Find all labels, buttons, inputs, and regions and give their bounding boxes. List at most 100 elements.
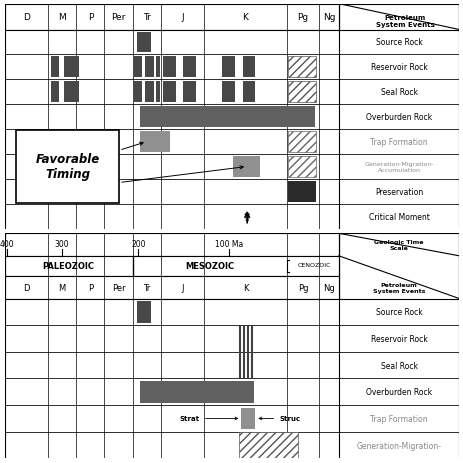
Bar (338, 405, 458, 432)
Bar (5, 105, 338, 130)
Text: MESOZOIC: MESOZOIC (185, 262, 234, 271)
Bar (5, 276, 338, 299)
Text: Ng: Ng (323, 283, 334, 292)
Text: Favorable
Timing: Favorable Timing (35, 153, 100, 181)
Bar (338, 5, 458, 229)
Text: Geologic Time
Scale: Geologic Time Scale (374, 240, 423, 250)
Text: Overburden Rock: Overburden Rock (365, 113, 431, 122)
Text: M: M (58, 13, 66, 22)
Bar (5, 204, 338, 229)
Bar (63, 57, 79, 78)
Bar (5, 234, 338, 256)
Bar (338, 379, 458, 405)
Text: Seal Rock: Seal Rock (380, 361, 417, 370)
Bar (163, 57, 176, 78)
Bar (5, 130, 338, 155)
Text: Preservation: Preservation (374, 188, 422, 196)
Bar (134, 57, 142, 78)
Bar (5, 5, 338, 31)
Bar (5, 31, 338, 55)
Text: Per: Per (111, 13, 125, 22)
Bar (338, 80, 458, 105)
Bar (163, 82, 176, 103)
Text: Strat: Strat (179, 415, 199, 421)
Bar (139, 381, 253, 403)
Bar (182, 57, 196, 78)
Bar (16, 131, 119, 204)
Bar (338, 155, 458, 180)
Text: Struc: Struc (279, 415, 300, 421)
Bar (182, 82, 196, 103)
Bar (338, 105, 458, 130)
Text: Ng: Ng (322, 13, 335, 22)
Bar (5, 155, 338, 180)
Text: Critical Moment: Critical Moment (368, 212, 429, 221)
Text: P: P (88, 13, 93, 22)
Bar (338, 204, 458, 229)
Text: ⇧: ⇧ (241, 210, 252, 223)
Bar (288, 181, 315, 202)
Bar (51, 57, 59, 78)
Text: M: M (58, 283, 66, 292)
Bar (5, 80, 338, 105)
Bar (243, 82, 254, 103)
Bar (338, 55, 458, 80)
Bar (338, 352, 458, 379)
Text: D: D (23, 283, 30, 292)
Bar (238, 432, 298, 458)
Bar (5, 180, 338, 204)
Bar (338, 31, 458, 55)
Bar (5, 352, 338, 379)
Text: Seal Rock: Seal Rock (380, 88, 417, 97)
Text: PALEOZOIC: PALEOZOIC (43, 262, 94, 271)
Bar (338, 130, 458, 155)
Bar (134, 82, 142, 103)
Bar (5, 234, 338, 458)
Text: Trap Formation: Trap Formation (369, 414, 427, 423)
Bar (51, 82, 59, 103)
Bar (288, 156, 315, 177)
Text: K: K (242, 283, 248, 292)
Text: Source Rock: Source Rock (375, 308, 422, 317)
Bar (233, 156, 260, 177)
Text: Reservoir Rock: Reservoir Rock (370, 334, 426, 343)
Text: 300: 300 (55, 239, 69, 249)
Bar (137, 301, 150, 323)
Bar (338, 180, 458, 204)
Text: Petroleum
System Events: Petroleum System Events (375, 15, 434, 28)
Text: Source Rock: Source Rock (375, 38, 422, 47)
Text: Generation-Migration-
Accumulation: Generation-Migration- Accumulation (363, 162, 433, 173)
Bar (156, 57, 160, 78)
Text: Reservoir Rock: Reservoir Rock (370, 63, 426, 72)
Bar (5, 405, 338, 432)
Text: Pg: Pg (297, 283, 307, 292)
Bar (5, 299, 338, 325)
Bar (5, 325, 338, 352)
Bar (243, 57, 254, 78)
Bar (338, 325, 458, 352)
Bar (241, 408, 255, 429)
Bar (156, 82, 160, 103)
Text: D: D (23, 13, 30, 22)
Text: J: J (181, 13, 183, 22)
Text: P: P (88, 283, 93, 292)
Text: 200: 200 (131, 239, 145, 249)
Bar (145, 57, 154, 78)
Bar (139, 107, 315, 128)
Bar (288, 82, 315, 103)
Text: Overburden Rock: Overburden Rock (365, 388, 431, 396)
Bar (288, 57, 315, 78)
Text: Pg: Pg (297, 13, 308, 22)
Bar (338, 234, 458, 458)
Bar (338, 432, 458, 458)
Text: Tr: Tr (143, 283, 150, 292)
Bar (137, 32, 150, 53)
Bar (5, 379, 338, 405)
Text: Trap Formation: Trap Formation (369, 138, 427, 147)
Bar (222, 82, 234, 103)
Bar (222, 57, 234, 78)
Text: K: K (242, 13, 248, 22)
Text: J: J (181, 283, 183, 292)
Bar (5, 256, 338, 276)
Bar (139, 132, 169, 153)
